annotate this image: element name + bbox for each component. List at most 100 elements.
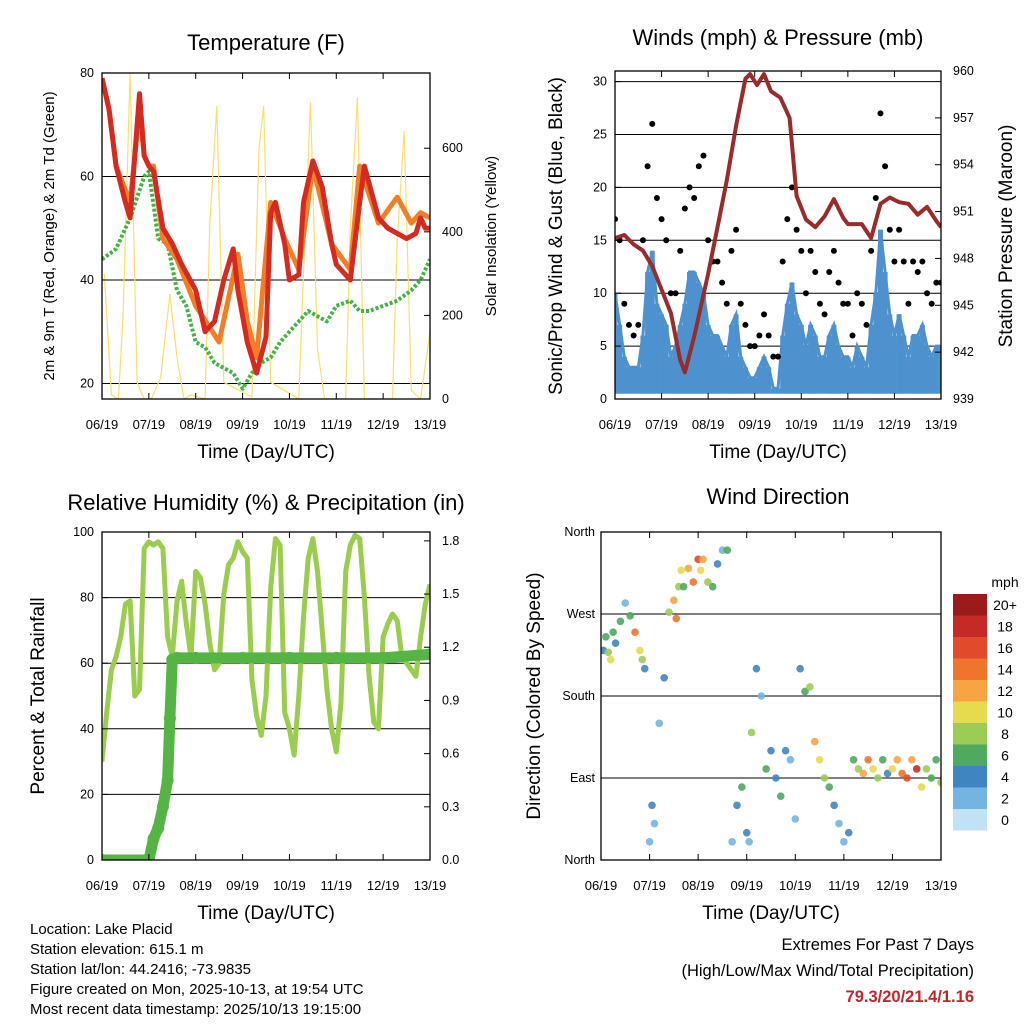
wind-direction-point xyxy=(854,765,863,773)
rh-y2tick-label: 1.8 xyxy=(442,534,459,548)
wind-gust-point xyxy=(681,205,688,212)
dir-frame xyxy=(600,531,942,861)
wind-gust-point xyxy=(900,258,907,265)
wind-speed-line xyxy=(615,229,941,390)
wind-gust-point xyxy=(868,247,875,254)
wind-xtick-label: 11/19 xyxy=(832,417,864,432)
wind-gust-point xyxy=(872,194,879,201)
wind-direction-point xyxy=(626,612,634,620)
wind-gust-point xyxy=(798,247,805,254)
wind-chart-title: Winds (mph) & Pressure (mb) xyxy=(633,25,924,50)
wind-direction-point xyxy=(893,755,902,764)
wind-xtick-label: 07/19 xyxy=(645,417,678,432)
wind-y2tick-label: 957 xyxy=(953,111,974,125)
wind-gust-point xyxy=(742,321,749,328)
dir-xtick-label: 10/19 xyxy=(779,878,812,893)
wind-direction-point xyxy=(835,819,843,828)
rh-y2tick-label: 0.3 xyxy=(442,800,459,814)
wind-direction-point xyxy=(908,755,916,764)
wind-gust-point xyxy=(826,269,833,276)
wind-direction-point xyxy=(650,819,659,828)
wind-direction-point xyxy=(815,755,824,764)
rh-xtick-label: 12/19 xyxy=(367,878,400,893)
wind-direction-point xyxy=(621,599,630,607)
wind-gust-point xyxy=(840,300,847,307)
temp-ytick-label: 60 xyxy=(80,169,94,183)
wind-gust-point xyxy=(667,290,674,297)
wind-direction-point xyxy=(937,778,941,787)
wind-gust-point xyxy=(747,343,754,350)
precipitation-point xyxy=(377,651,390,664)
rh-xtick-label: 11/19 xyxy=(320,878,352,893)
wind-gust-point xyxy=(691,194,698,201)
temp-xtick-label: 13/19 xyxy=(414,417,447,432)
rh-frame xyxy=(101,531,431,861)
wind-xtick-label: 13/19 xyxy=(925,417,958,432)
precipitation-point xyxy=(170,651,183,664)
temp-xtick-label: 11/19 xyxy=(320,417,352,432)
wind-xtick-label: 09/19 xyxy=(738,417,771,432)
wind-direction-point xyxy=(762,765,770,773)
speed-legend-label: 8 xyxy=(1001,726,1009,742)
speed-legend-swatch xyxy=(953,594,987,616)
wind-direction-point xyxy=(859,769,868,778)
rh-xtick-label: 10/19 xyxy=(273,878,306,893)
wind-gust-point xyxy=(933,279,940,286)
footer-location: Location: Lake Placid xyxy=(30,921,173,938)
speed-legend-label: 2 xyxy=(1001,791,1009,807)
temp-xtick-label: 12/19 xyxy=(367,417,400,432)
wind-gust-point xyxy=(779,258,786,265)
wind-direction-point xyxy=(864,755,872,764)
rh-ytick-label: 60 xyxy=(80,656,94,670)
wind-gust-point xyxy=(723,300,730,307)
rh-ytick-label: 100 xyxy=(73,525,94,539)
wind-gust-point xyxy=(751,343,758,350)
dir-xtick-label: 13/19 xyxy=(925,878,958,893)
wind-gust-point xyxy=(775,353,781,360)
wind-direction-point xyxy=(932,755,940,764)
wind-xtick-label: 10/19 xyxy=(785,417,818,432)
wind-gust-point xyxy=(728,247,735,254)
wind-frame xyxy=(614,70,942,400)
rh-xtick-label: 13/19 xyxy=(414,878,447,893)
wind-direction-point xyxy=(602,632,610,641)
wind-direction-point xyxy=(820,774,829,782)
speed-legend-swatch xyxy=(953,615,987,637)
extremes-subtitle: (High/Low/Max Wind/Total Precipitation) xyxy=(681,962,974,980)
station-pressure-line xyxy=(615,72,941,375)
rh-xaxis-label: Time (Day/UTC) xyxy=(197,903,335,924)
wind-direction-point xyxy=(672,614,681,623)
speed-legend-swatch xyxy=(953,744,987,766)
precipitation-point xyxy=(102,854,108,860)
wind-direction-point xyxy=(844,828,853,837)
wind-gust-point xyxy=(835,279,842,286)
precipitation-point xyxy=(236,651,249,664)
extremes-title: Extremes For Past 7 Days xyxy=(781,936,974,954)
wind-gust-point xyxy=(733,226,740,233)
wind-gust-point xyxy=(649,120,656,127)
temp-series-2m-t xyxy=(102,77,430,376)
speed-legend-swatch xyxy=(953,766,987,788)
wind-gust-point xyxy=(821,311,828,318)
dir-ytick-label: North xyxy=(564,525,595,539)
wind-gust-point xyxy=(714,258,721,265)
wind-gust-point xyxy=(639,237,646,244)
footer-created: Figure created on Mon, 2025-10-13, at 19… xyxy=(30,981,364,998)
rh-y2tick-label: 1.5 xyxy=(442,587,459,601)
temp-y2tick-label: 0 xyxy=(442,392,449,406)
temp-xtick-label: 09/19 xyxy=(226,417,259,432)
wind-direction-point xyxy=(713,560,722,568)
wind-gust-point xyxy=(812,269,819,276)
wind-gust-point xyxy=(919,258,926,265)
wind-direction-point xyxy=(723,546,732,555)
wind-direction-point xyxy=(757,692,766,700)
speed-legend-label: 10 xyxy=(997,705,1013,721)
speed-legend-swatch xyxy=(953,680,987,702)
rh-xtick-label: 07/19 xyxy=(133,878,166,893)
wind-ytick-label: 10 xyxy=(593,286,607,300)
precipitation-point xyxy=(161,774,174,787)
wind-direction-point xyxy=(679,582,688,591)
temp-xaxis-label: Time (Day/UTC) xyxy=(197,442,335,463)
wind-gust-point xyxy=(705,237,712,244)
wind-direction-point xyxy=(801,687,809,696)
